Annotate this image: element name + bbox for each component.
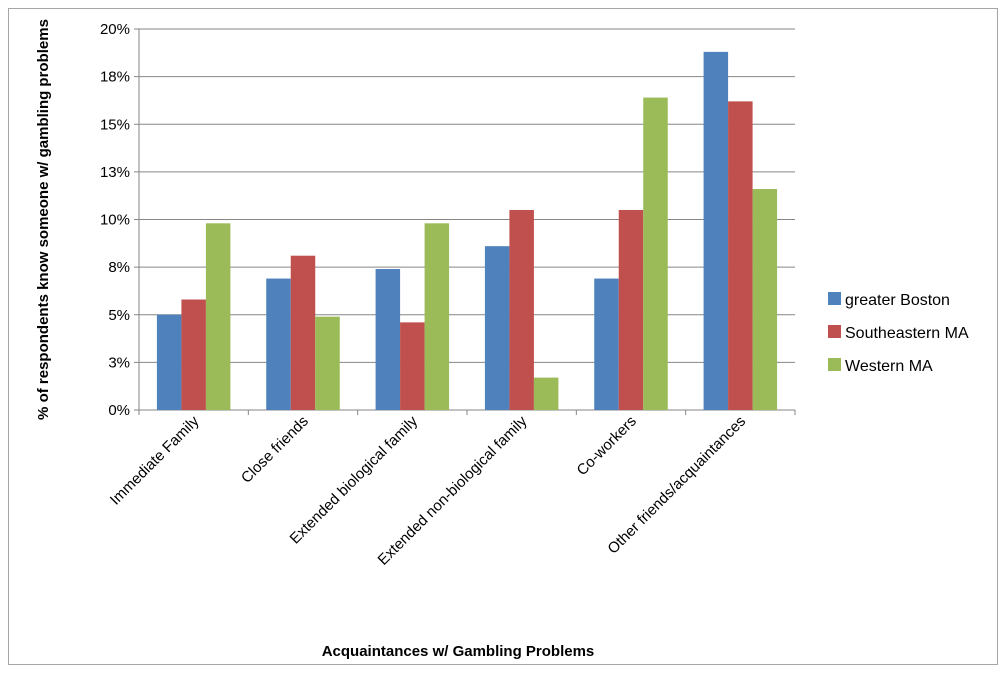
legend-label: Western MA [845,358,933,375]
bar [533,377,559,410]
bar [594,278,619,410]
bar [181,299,206,410]
x-tick-label: Close friends [238,413,312,487]
bar [643,97,668,410]
bar [618,209,644,410]
bar [315,316,340,410]
bar [509,209,534,410]
y-tick-label: 15% [100,116,130,133]
bar [703,51,729,411]
x-tick-label: Extended biological family [287,412,422,547]
y-tick-labels: 0% 3% 5% 8% 10% 13% 15% 18% 20% [100,21,130,419]
bar [156,314,182,410]
y-tick-label: 10% [100,212,130,229]
x-axis-title: Acquaintances w/ Gambling Problems [322,643,595,660]
bar [375,269,401,410]
y-tick-label: 13% [100,164,130,181]
bar [400,322,425,410]
bars [156,51,778,411]
bar [728,101,753,410]
chart-frame [8,8,998,665]
bar [484,246,510,410]
y-tick-label: 18% [100,69,130,86]
bar [424,223,450,410]
legend-label: Southeastern MA [845,325,969,342]
bar [205,223,231,410]
y-tick-label: 0% [108,402,130,419]
x-tick-label: Co-workers [574,413,640,479]
y-tick-label: 5% [108,307,130,324]
legend: greater Boston Southeastern MA Western MA [828,292,969,375]
y-tick-label: 3% [108,354,130,371]
y-tick-label: 20% [100,21,130,38]
legend-swatch [828,292,841,305]
y-axis-title: % of respondents know someone w/ gamblin… [35,19,52,420]
gridlines [134,28,796,415]
legend-label: greater Boston [845,292,950,309]
x-tick-label: Immediate Family [107,412,203,508]
y-tick-label: 8% [108,259,130,276]
bar [266,278,291,410]
bar [752,189,778,410]
legend-swatch [828,358,841,371]
bar [290,255,316,410]
legend-swatch [828,325,841,338]
